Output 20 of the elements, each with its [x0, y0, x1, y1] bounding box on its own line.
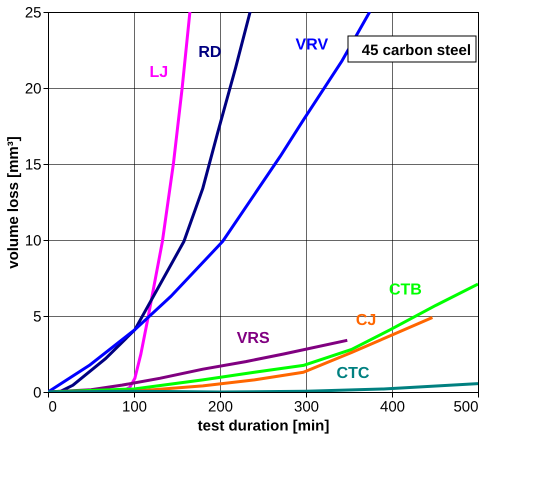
y-axis-title: volume loss [mm³] — [4, 136, 22, 269]
series-label: CJ — [356, 312, 376, 329]
x-tick-label: 400 — [380, 398, 406, 416]
y-tick-label: 10 — [24, 232, 42, 250]
annotation: 45 carbon steel — [362, 42, 471, 59]
x-tick-label: 0 — [48, 398, 57, 416]
x-axis-title: test duration [min] — [198, 418, 330, 434]
series-label: LJ — [149, 64, 168, 81]
series-label: CTC — [336, 364, 370, 382]
x-tick-label: 500 — [453, 398, 478, 416]
y-tick-label: 15 — [24, 156, 42, 174]
y-tick-label: 20 — [24, 80, 42, 98]
x-tick-label: 100 — [122, 398, 148, 416]
y-tick-label: 0 — [33, 384, 42, 402]
y-tick-label: 5 — [33, 308, 42, 326]
x-tick-label: 300 — [294, 398, 320, 416]
x-tick-label: 200 — [208, 398, 234, 416]
series-label: VRS — [236, 330, 270, 347]
line-series — [48, 382, 478, 392]
y-tick-label: 25 — [24, 4, 42, 22]
